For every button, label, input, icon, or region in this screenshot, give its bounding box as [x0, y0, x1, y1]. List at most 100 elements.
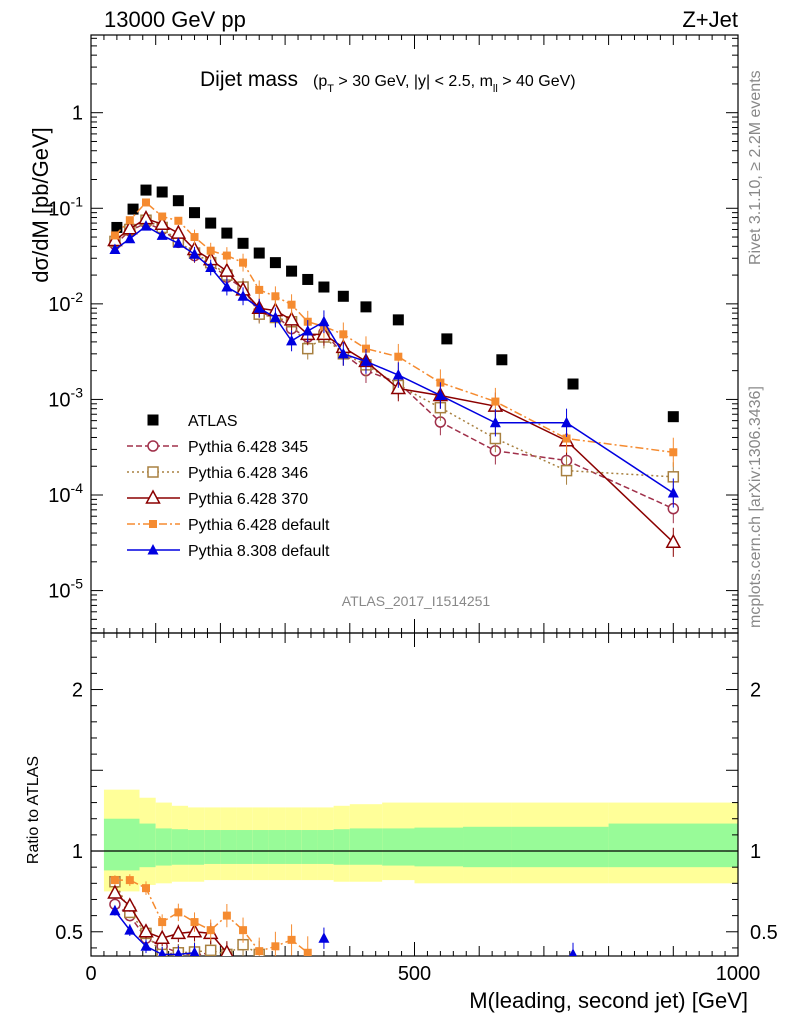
ratio-point-p6def [110, 876, 119, 885]
point-ATLAS [496, 354, 508, 366]
ratio-y-tick-label-right: 1 [750, 841, 761, 863]
ratio-y-tick-label: 2 [72, 680, 83, 702]
inner-band-segment [349, 828, 383, 865]
point-ATLAS [269, 257, 281, 269]
point-p8def [237, 290, 249, 301]
point-p6def [174, 216, 183, 225]
x-tick-label: 1000 [716, 963, 761, 985]
legend-marker [147, 466, 159, 478]
rivet-label: Rivet 3.1.10, ≥ 2.2M events [747, 70, 764, 265]
inner-band-segment [511, 826, 609, 868]
point-ATLAS [156, 186, 168, 198]
point-p6def [562, 434, 571, 443]
inner-band-segment [188, 830, 205, 865]
legend-label: ATLAS [188, 413, 238, 430]
legend-label: Pythia 6.428 345 [188, 439, 308, 456]
point-p8def [205, 261, 217, 273]
point-p6def [361, 344, 370, 353]
point-ATLAS [189, 207, 201, 219]
x-tick-label: 500 [398, 963, 431, 985]
legend-item-p6def: Pythia 6.428 default [127, 517, 330, 534]
ratio-point-p6def [271, 942, 280, 951]
series-p6def [110, 198, 678, 467]
point-ATLAS [667, 411, 679, 423]
legend-marker [145, 489, 161, 504]
point-p6def [141, 198, 150, 207]
y-tick-label: 10-5 [48, 576, 83, 603]
point-ATLAS [360, 301, 372, 313]
ratio-frame [90, 632, 739, 957]
ratio-point-p8def [140, 940, 152, 951]
ratio-point-p8def [158, 948, 167, 956]
inner-band-segment [103, 818, 140, 871]
main-series-layer [107, 184, 682, 557]
point-p8def [253, 302, 265, 313]
legend-marker [147, 414, 159, 426]
point-ATLAS [140, 184, 152, 196]
series-ATLAS [111, 184, 679, 423]
point-p6def [239, 258, 248, 267]
header-process: Z+Jet [682, 7, 738, 32]
point-p8def [667, 486, 679, 498]
point-p6def [271, 292, 280, 301]
ratio-point-p6def [287, 935, 296, 944]
point-ATLAS [221, 227, 233, 239]
inner-band-segment [268, 830, 286, 864]
legend-item-p370: Pythia 6.428 370 [127, 489, 308, 508]
plot-title-cuts: (pT > 30 GeV, |y| < 2.5, mll > 40 GeV) [313, 73, 576, 95]
point-p8def [269, 311, 281, 322]
point-ATLAS [205, 217, 217, 229]
point-ATLAS [286, 265, 298, 277]
point-p370 [154, 215, 170, 231]
legend-item-p345: Pythia 6.428 345 [127, 439, 308, 456]
inner-band-segment [204, 830, 221, 864]
legend-item-p346: Pythia 6.428 346 [127, 465, 308, 482]
ratio-point-p6def [125, 876, 134, 885]
ratio-point-p370 [154, 929, 170, 944]
point-p8def [221, 281, 233, 292]
series-p8def [109, 220, 679, 508]
inner-band-segment [220, 830, 237, 864]
point-p8def [140, 220, 152, 231]
point-p6def [394, 352, 403, 361]
ratio-y-tick-label-right: 2 [750, 680, 761, 702]
point-p8def [392, 369, 404, 380]
inner-band-segment [171, 829, 189, 865]
legend-label: Pythia 6.428 default [188, 517, 330, 534]
inner-band-segment [285, 830, 302, 864]
ratio-series-p6def [110, 874, 312, 956]
inner-band-segment [317, 830, 334, 864]
point-p8def [561, 416, 573, 428]
mcplots-label: mcplots.cern.ch [arXiv:1306.3436] [747, 386, 764, 628]
ratio-line-p346 [114, 881, 260, 956]
ratio-point-p6def [239, 926, 248, 935]
axes: 1 10-1 10-2 10-3 10-4 10-5 0 500 1000 0.5 0.5 1 1 2 2 [48, 34, 778, 985]
ratio-point-p8def [109, 904, 121, 916]
ratio-point-p8def [569, 948, 578, 956]
point-p6def [158, 212, 167, 221]
point-p6def [110, 231, 119, 240]
ratio-uncertainty-bands [91, 789, 738, 892]
y-tick-label: 10-2 [48, 289, 83, 316]
ratio-point-p6def [303, 948, 312, 956]
legend-item-p8def: Pythia 8.308 default [127, 543, 330, 560]
point-ATLAS [392, 314, 404, 326]
analysis-id: ATLAS_2017_I1514251 [342, 593, 491, 609]
point-p8def [124, 232, 136, 244]
point-p370 [170, 224, 187, 239]
ratio-point-p6def [158, 918, 167, 927]
point-p6def [339, 330, 348, 339]
point-ATLAS [237, 237, 249, 249]
ratio-y-tick-label: 0.5 [55, 922, 83, 944]
point-p6def [669, 448, 678, 457]
point-ATLAS [253, 247, 265, 259]
ratio-y-tick-label-right: 0.5 [750, 922, 778, 944]
inner-band-segment [155, 828, 172, 866]
point-p8def [302, 324, 314, 336]
ratio-point-p6def [222, 911, 231, 920]
point-p6def [190, 233, 199, 242]
point-ATLAS [318, 281, 330, 293]
point-p8def [489, 416, 501, 428]
legend-label: Pythia 6.428 346 [188, 465, 308, 482]
point-p8def [109, 243, 121, 255]
